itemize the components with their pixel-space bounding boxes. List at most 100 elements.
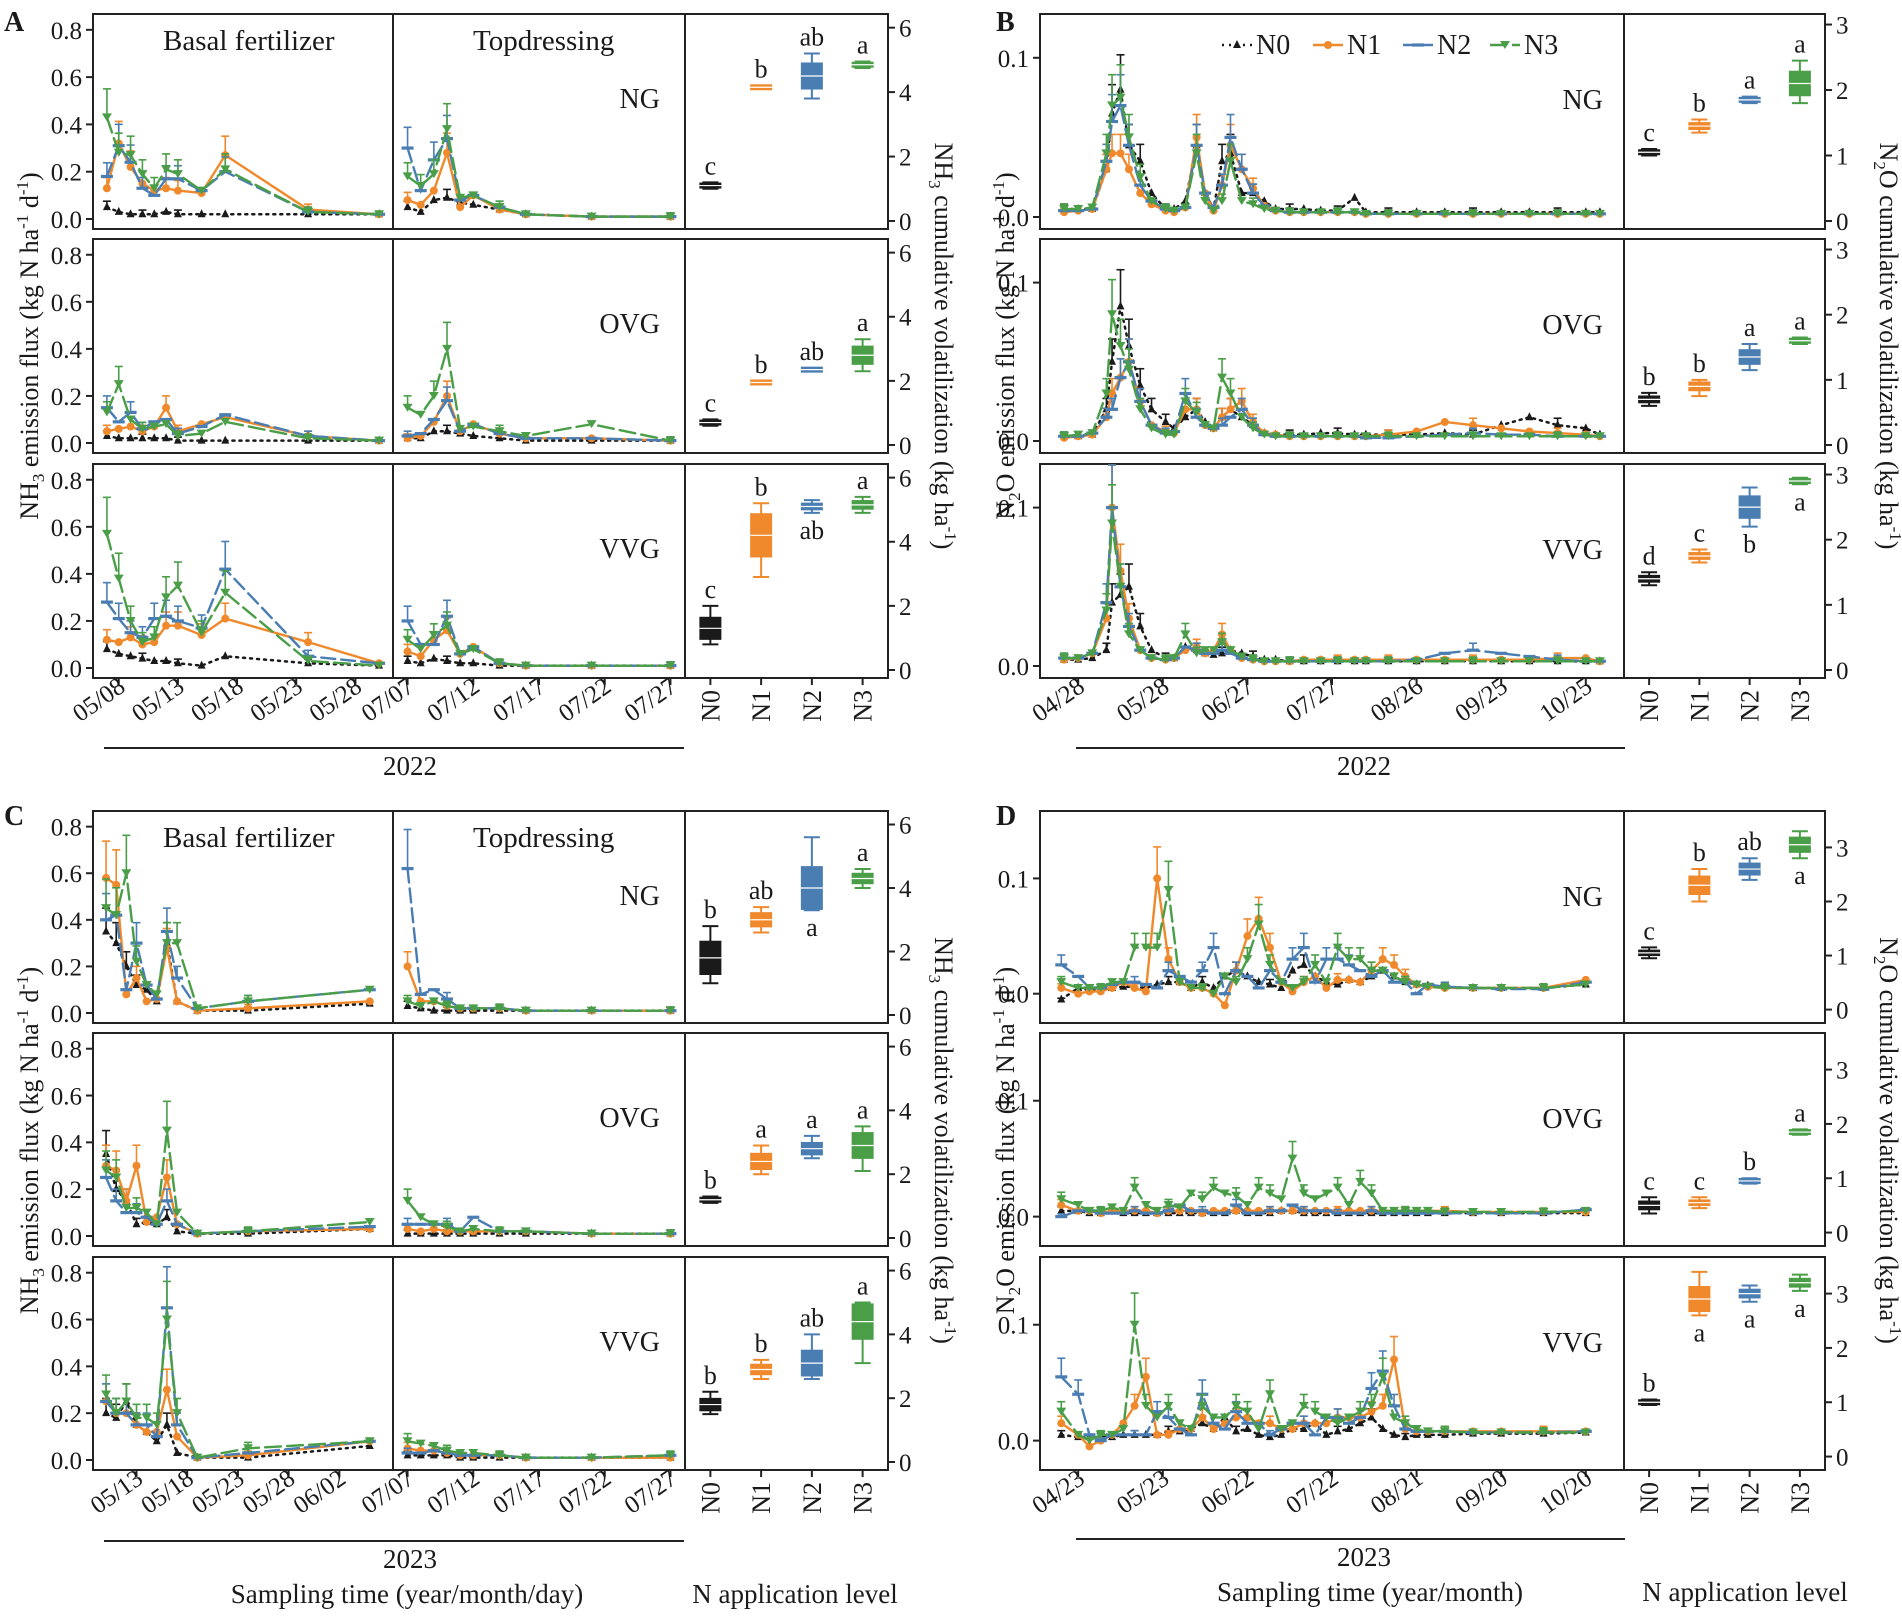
y-tick-label: 0.6 (51, 290, 82, 317)
phase-label-top: Topdressing (473, 822, 614, 854)
n2o-N3-point (1284, 432, 1295, 441)
top-N3-point (586, 1006, 597, 1015)
basal-N3-line (105, 532, 381, 667)
n2o-N2-point (1072, 1392, 1085, 1396)
y2-tick-label: 4 (899, 80, 912, 107)
n2o-N3-point (1287, 983, 1298, 992)
label-part: -1 (941, 1321, 960, 1335)
basal-N3-point (137, 638, 148, 647)
top-N3-point (494, 1004, 505, 1013)
n2o-N0-point (1102, 645, 1111, 654)
y-tick-label: 0.8 (51, 243, 82, 270)
n2o-N3-point (1095, 1430, 1106, 1439)
n2o-N0-point (1553, 420, 1562, 429)
label-part: ) (991, 172, 1020, 181)
n2o-N2-point (1235, 167, 1248, 171)
basal-N1-point (102, 184, 111, 193)
basal-N2-point (140, 1215, 153, 1219)
n2o-N3-point (1270, 657, 1281, 666)
basal-N0-point (197, 435, 206, 444)
n2o-N3-point (1236, 197, 1247, 206)
n2o-row-NG: 0.0 0.1 0 1 2 3 NG c b a a N0 N1 N2 N3 (998, 13, 1849, 236)
label-part: ) (1874, 1335, 1902, 1344)
row-frame (92, 463, 889, 679)
label-part: 2 (1005, 1287, 1024, 1296)
top-N3-point (415, 1439, 426, 1448)
significance-letter: a (857, 466, 869, 495)
y2-tick-label: 3 (1836, 1058, 1849, 1085)
basal-N1-point (142, 997, 151, 1006)
top-N3-point (665, 212, 676, 221)
basal-N1-point (162, 1173, 171, 1182)
top-N2-point (427, 988, 440, 992)
top-N3-point (428, 391, 439, 400)
n2o-N3-point (1163, 1401, 1174, 1410)
n2o-N2-point (1072, 974, 1085, 979)
n2o-N3-line (1062, 523, 1602, 663)
x-tick-label: 05/28 (238, 1465, 300, 1520)
y-tick-label: 0.0 (998, 205, 1029, 232)
row-frame (92, 1032, 889, 1247)
y-tick-label: 0.0 (998, 1205, 1029, 1232)
x-tick-label: 05/23 (187, 1465, 249, 1520)
basal-N3-point (149, 422, 160, 431)
basal-N2-point (112, 420, 125, 424)
y-tick-label: 0.6 (51, 515, 82, 542)
n2o-N0-point (1299, 959, 1308, 968)
legend-label: N0 (1256, 30, 1290, 61)
n2o-N3-point (1219, 1413, 1230, 1422)
n2o-N3-point (1087, 649, 1098, 658)
top-N2-point (401, 1222, 414, 1226)
x-tick-label: 07/07 (357, 673, 419, 728)
n2o-N2-point (1128, 980, 1141, 984)
n-level-label: N2 (1736, 690, 1765, 722)
n2o-N0-point (1356, 1418, 1365, 1427)
n2o-N2-point (1179, 645, 1192, 649)
top-N3-point (586, 1453, 597, 1462)
basal-N3-point (220, 165, 231, 174)
row-frame (1039, 238, 1826, 454)
n2o-N2-point (1263, 1433, 1276, 1437)
basal-N3-point (125, 151, 136, 160)
n2o-N2-point (1388, 980, 1401, 984)
label-part: ) (15, 967, 44, 976)
n2o-N1-point (1209, 1425, 1218, 1434)
label-part: cumulative volatilization (kg ha (929, 189, 958, 527)
n2o-N3-point (1174, 1203, 1185, 1212)
basal-N1-point (142, 1427, 151, 1436)
top-N2-line (406, 398, 672, 442)
n2o-N2-point (1114, 376, 1127, 380)
top-N3-point (494, 659, 505, 668)
n2o-N2-point (1438, 651, 1451, 655)
y2-tick-label: 0 (1836, 658, 1849, 685)
year-label: 2022 (1337, 751, 1391, 781)
n2o-N3-point (1146, 197, 1157, 206)
basal-N0-point (162, 1419, 171, 1428)
label-part: -1 (13, 181, 32, 195)
y-tick-label: 0.4 (51, 112, 83, 139)
label-part: N (1874, 937, 1902, 956)
significance-letter: c (1694, 1166, 1706, 1195)
n-level-label: N1 (1685, 1482, 1714, 1514)
n2o-N3-point (1059, 205, 1070, 214)
n2o-N3-point (1383, 209, 1394, 218)
top-N0-point (469, 199, 478, 208)
n2o-N2-point (1083, 1433, 1096, 1437)
basal-N3-line (105, 380, 381, 442)
top-N3-line (406, 128, 672, 218)
legend-label: N3 (1524, 30, 1558, 61)
n2o-N3-point (1538, 1207, 1549, 1216)
y-tick-label: 0.6 (51, 861, 82, 888)
y2-tick-label: 2 (899, 594, 912, 621)
basal-N3-point (196, 628, 207, 637)
top-N3-point (402, 403, 413, 412)
top-N0-point (429, 195, 438, 204)
n-level-label: N0 (1635, 1482, 1664, 1514)
row-label-VVG: VVG (1542, 535, 1603, 566)
top-N3-point (494, 427, 505, 436)
n2o-N3-point (1332, 657, 1343, 666)
top-N2-point (414, 1222, 427, 1226)
y2-tick-label: 0 (1836, 998, 1849, 1025)
phase-label-basal: Basal fertilizer (163, 822, 335, 854)
top-N2-point (414, 1451, 427, 1455)
